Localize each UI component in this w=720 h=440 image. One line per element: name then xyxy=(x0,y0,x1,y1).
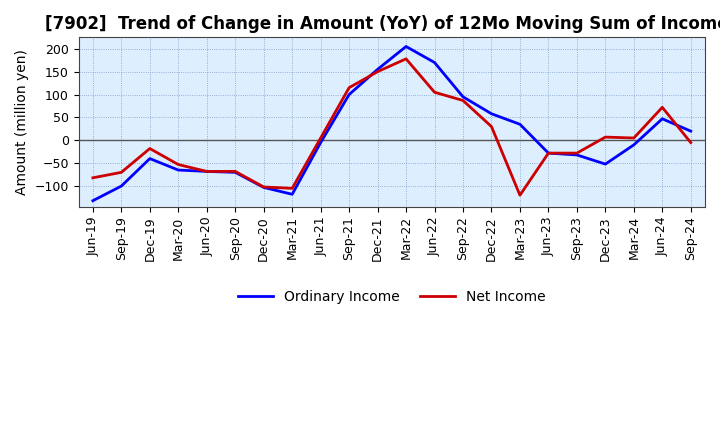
Net Income xyxy=(316,136,325,141)
Ordinary Income xyxy=(572,152,581,158)
Net Income xyxy=(459,98,467,103)
Net Income xyxy=(373,69,382,74)
Title: [7902]  Trend of Change in Amount (YoY) of 12Mo Moving Sum of Incomes: [7902] Trend of Change in Amount (YoY) o… xyxy=(45,15,720,33)
Ordinary Income xyxy=(544,150,553,156)
Y-axis label: Amount (million yen): Amount (million yen) xyxy=(15,49,29,195)
Net Income xyxy=(145,146,154,151)
Net Income xyxy=(629,136,638,141)
Ordinary Income xyxy=(259,185,268,190)
Net Income xyxy=(686,140,695,145)
Ordinary Income xyxy=(402,44,410,49)
Ordinary Income xyxy=(117,183,126,189)
Net Income xyxy=(601,135,610,140)
Ordinary Income xyxy=(231,170,240,175)
Ordinary Income xyxy=(174,167,183,172)
Ordinary Income xyxy=(373,67,382,72)
Net Income xyxy=(231,169,240,174)
Ordinary Income xyxy=(202,169,211,174)
Ordinary Income xyxy=(686,128,695,134)
Ordinary Income xyxy=(658,116,667,121)
Line: Net Income: Net Income xyxy=(93,59,690,195)
Ordinary Income xyxy=(316,140,325,145)
Net Income xyxy=(431,90,439,95)
Net Income xyxy=(259,184,268,190)
Ordinary Income xyxy=(288,192,297,197)
Ordinary Income xyxy=(89,198,97,203)
Net Income xyxy=(402,56,410,62)
Ordinary Income xyxy=(431,60,439,65)
Net Income xyxy=(487,124,496,129)
Net Income xyxy=(202,169,211,174)
Net Income xyxy=(89,175,97,180)
Line: Ordinary Income: Ordinary Income xyxy=(93,47,690,201)
Net Income xyxy=(174,162,183,167)
Net Income xyxy=(658,105,667,110)
Net Income xyxy=(117,170,126,175)
Net Income xyxy=(345,85,354,90)
Ordinary Income xyxy=(345,92,354,97)
Net Income xyxy=(572,150,581,156)
Ordinary Income xyxy=(516,121,524,127)
Net Income xyxy=(288,186,297,191)
Ordinary Income xyxy=(487,111,496,117)
Ordinary Income xyxy=(601,161,610,167)
Ordinary Income xyxy=(459,94,467,99)
Ordinary Income xyxy=(145,156,154,161)
Net Income xyxy=(544,150,553,156)
Legend: Ordinary Income, Net Income: Ordinary Income, Net Income xyxy=(233,285,552,310)
Net Income xyxy=(516,193,524,198)
Ordinary Income xyxy=(629,142,638,147)
